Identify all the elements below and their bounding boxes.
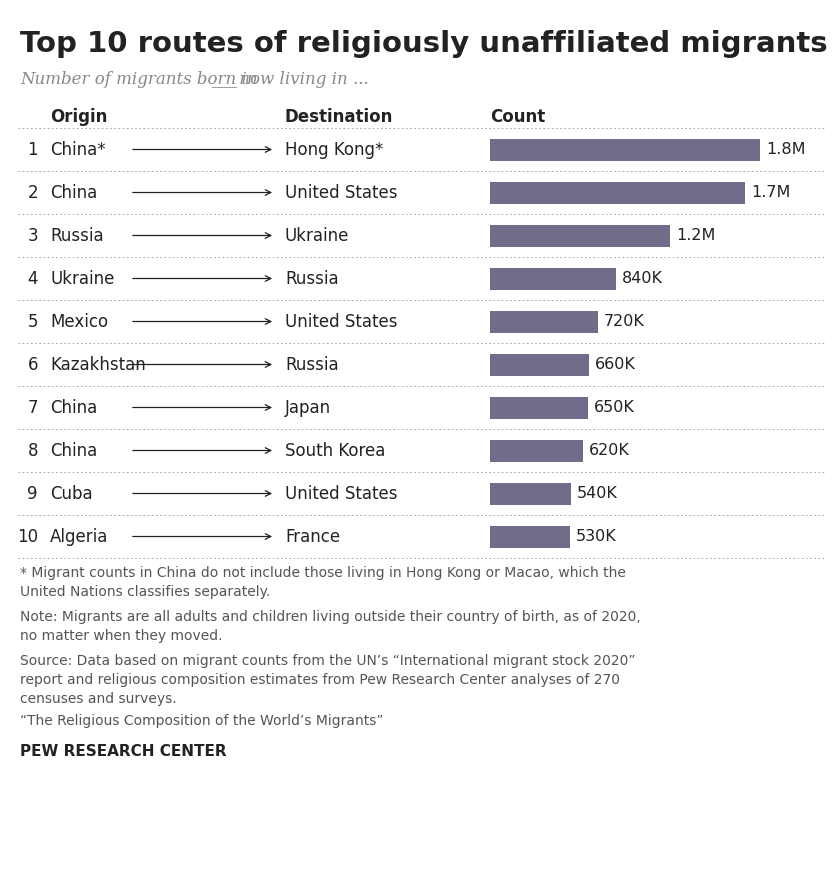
Text: now living in ...: now living in ... [234, 71, 369, 88]
Text: 3: 3 [28, 227, 38, 245]
Bar [490, 397, 587, 418]
Text: Number of migrants born in: Number of migrants born in [20, 71, 263, 88]
Text: 840K: 840K [622, 271, 663, 286]
Bar [490, 354, 589, 376]
Text: ___: ___ [212, 71, 237, 88]
Text: Source: Data based on migrant counts from the UN’s “International migrant stock : Source: Data based on migrant counts fro… [20, 654, 636, 706]
Text: 7: 7 [28, 399, 38, 416]
Text: Russia: Russia [285, 269, 339, 287]
Text: 650K: 650K [594, 400, 634, 415]
Text: Count: Count [490, 108, 545, 126]
Text: Note: Migrants are all adults and children living outside their country of birth: Note: Migrants are all adults and childr… [20, 610, 641, 643]
Bar [490, 310, 598, 332]
Text: Top 10 routes of religiously unaffiliated migrants: Top 10 routes of religiously unaffiliate… [20, 30, 827, 58]
Bar [490, 182, 745, 204]
Text: 720K: 720K [604, 314, 645, 329]
Text: Ukraine: Ukraine [50, 269, 114, 287]
Bar [490, 439, 583, 462]
Text: Kazakhstan: Kazakhstan [50, 355, 146, 374]
Text: Origin: Origin [50, 108, 108, 126]
Text: 6: 6 [28, 355, 38, 374]
Text: Russia: Russia [50, 227, 103, 245]
Bar [490, 483, 571, 504]
Text: Russia: Russia [285, 355, 339, 374]
Text: China: China [50, 399, 97, 416]
Text: 620K: 620K [589, 443, 630, 458]
Text: 530K: 530K [575, 529, 617, 544]
Text: Hong Kong*: Hong Kong* [285, 141, 383, 159]
Text: 9: 9 [28, 485, 38, 502]
Text: 1.8M: 1.8M [766, 142, 806, 157]
Text: 540K: 540K [577, 486, 618, 501]
Text: United States: United States [285, 183, 397, 201]
Text: 4: 4 [28, 269, 38, 287]
Text: 1.2M: 1.2M [676, 228, 716, 243]
Text: 10: 10 [17, 527, 38, 546]
Text: 1.7M: 1.7M [751, 185, 790, 200]
Bar [490, 224, 670, 246]
Text: * Migrant counts in China do not include those living in Hong Kong or Macao, whi: * Migrant counts in China do not include… [20, 566, 626, 599]
Text: Cuba: Cuba [50, 485, 92, 502]
Text: Japan: Japan [285, 399, 331, 416]
Text: 8: 8 [28, 441, 38, 460]
Text: France: France [285, 527, 340, 546]
Text: South Korea: South Korea [285, 441, 386, 460]
Text: 1: 1 [28, 141, 38, 159]
Text: 660K: 660K [595, 357, 636, 372]
Text: United States: United States [285, 485, 397, 502]
Text: Mexico: Mexico [50, 313, 108, 330]
Text: United States: United States [285, 313, 397, 330]
Text: Destination: Destination [285, 108, 393, 126]
Text: Algeria: Algeria [50, 527, 108, 546]
Text: China: China [50, 183, 97, 201]
Text: “The Religious Composition of the World’s Migrants”: “The Religious Composition of the World’… [20, 714, 384, 728]
Text: China*: China* [50, 141, 106, 159]
Text: Ukraine: Ukraine [285, 227, 349, 245]
Bar [490, 525, 570, 548]
Bar [490, 138, 760, 160]
Text: PEW RESEARCH CENTER: PEW RESEARCH CENTER [20, 744, 227, 759]
Text: 2: 2 [28, 183, 38, 201]
Text: 5: 5 [28, 313, 38, 330]
Text: China: China [50, 441, 97, 460]
Bar [490, 268, 616, 290]
